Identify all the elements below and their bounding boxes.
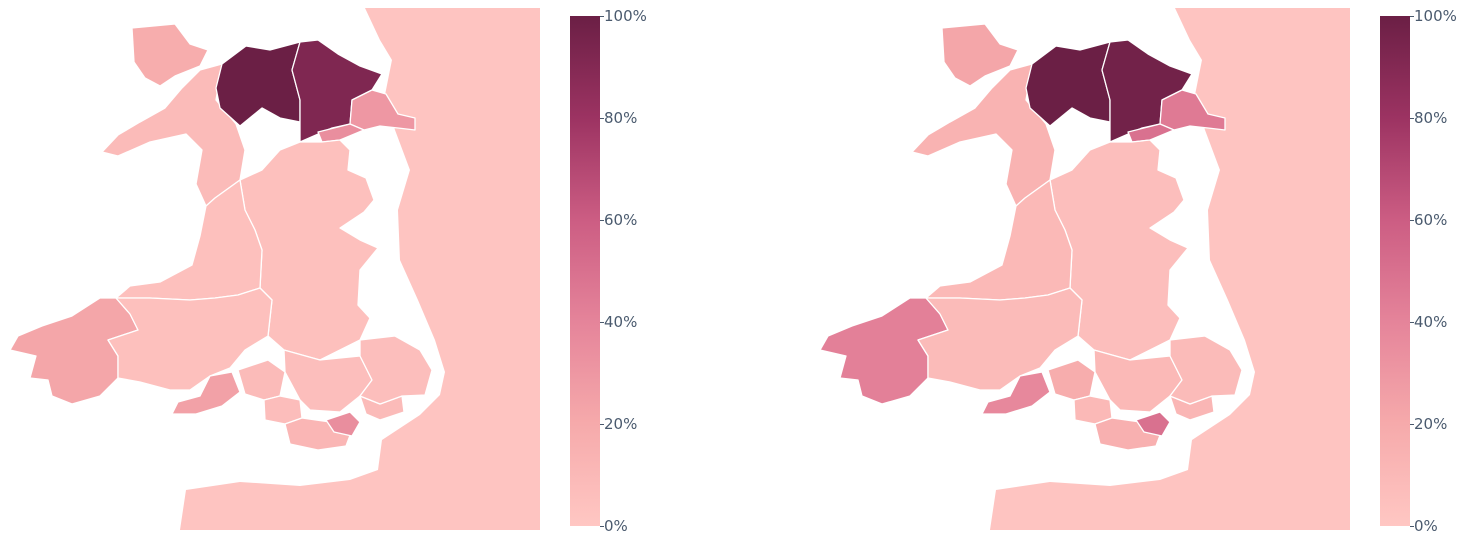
region-swansea[interactable] xyxy=(981,371,1051,415)
map-panel-right: 0% 20% 40% 60% 80% 100% xyxy=(810,0,1470,538)
region-valleys[interactable] xyxy=(283,349,373,413)
region-ceredigion[interactable] xyxy=(925,179,1073,301)
region-wrexham[interactable] xyxy=(317,123,365,143)
colorbar-tick xyxy=(1410,526,1414,527)
region-carmarthenshire[interactable] xyxy=(917,287,1083,391)
region-swansea[interactable] xyxy=(171,371,241,415)
colorbar-tick-label: 100% xyxy=(1414,7,1457,25)
region-carmarthenshire[interactable] xyxy=(107,287,273,391)
colorbar-tick-label: 40% xyxy=(1414,313,1448,331)
map-panel-left: 0% 20% 40% 60% 80% 100% xyxy=(0,0,720,538)
colorbar-tick xyxy=(1410,16,1414,17)
colorbar-tick-label: 80% xyxy=(604,109,638,127)
colorbar-tick xyxy=(600,424,604,425)
colorbar-tick-label: 20% xyxy=(604,415,638,433)
colorbar-tick xyxy=(1410,220,1414,221)
colorbar-tick-label: 80% xyxy=(1414,109,1448,127)
region-ceredigion[interactable] xyxy=(115,179,263,301)
region-anglesey[interactable] xyxy=(941,23,1019,87)
region-valleys[interactable] xyxy=(1093,349,1183,413)
colorbar-tick xyxy=(600,118,604,119)
colorbar-tick-label: 40% xyxy=(604,313,638,331)
region-gwynedd[interactable] xyxy=(101,63,246,207)
colorbar-tick-label: 60% xyxy=(604,211,638,229)
region-monmouthshire[interactable] xyxy=(1169,335,1243,405)
colorbar-tick xyxy=(1410,118,1414,119)
colorbar-tick xyxy=(600,322,604,323)
region-conwy[interactable] xyxy=(1025,41,1111,127)
colorbar-left: 0% 20% 40% 60% 80% 100% xyxy=(570,7,647,535)
colorbar-tick xyxy=(1410,424,1414,425)
colorbar-tick-label: 0% xyxy=(1414,517,1438,535)
region-conwy[interactable] xyxy=(215,41,301,127)
region-border-zone[interactable] xyxy=(180,8,540,530)
colorbar-tick xyxy=(1410,322,1414,323)
colorbar-tick xyxy=(600,526,604,527)
region-neath-port-talbot[interactable] xyxy=(1047,359,1096,401)
colorbar-tick-label: 60% xyxy=(1414,211,1448,229)
region-cardiff[interactable] xyxy=(325,411,361,437)
region-monmouthshire[interactable] xyxy=(359,335,433,405)
colorbar-right: 0% 20% 40% 60% 80% 100% xyxy=(1380,7,1457,535)
region-wrexham[interactable] xyxy=(1127,123,1175,143)
choropleth-map-left xyxy=(9,8,540,530)
colorbar-tick xyxy=(600,16,604,17)
colorbar-tick-label: 0% xyxy=(604,517,628,535)
region-neath-port-talbot[interactable] xyxy=(237,359,286,401)
region-gwynedd[interactable] xyxy=(911,63,1056,207)
colorbar-tick xyxy=(600,220,604,221)
colorbar-tick-label: 100% xyxy=(604,7,647,25)
region-cardiff[interactable] xyxy=(1135,411,1171,437)
colorbar-tick-label: 20% xyxy=(1414,415,1448,433)
region-anglesey[interactable] xyxy=(131,23,209,87)
region-border-zone[interactable] xyxy=(990,8,1350,530)
choropleth-map-right xyxy=(819,8,1350,530)
